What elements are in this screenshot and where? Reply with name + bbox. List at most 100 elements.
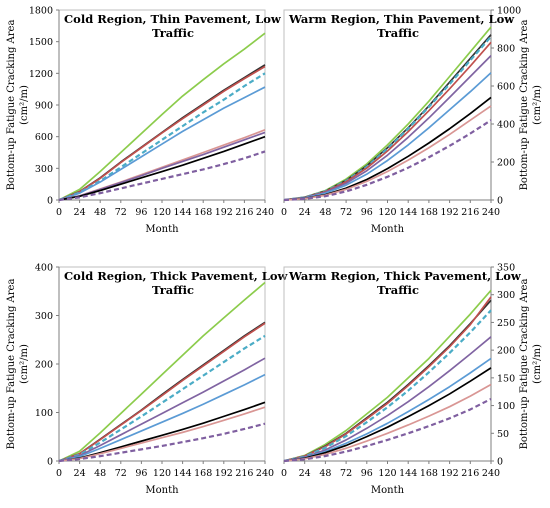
series-line (58, 322, 266, 462)
x-tick-label: 72 (115, 468, 127, 479)
chart-cold-thick: 0 24 48 72 96 120 144 168 192 216 240 0 100 200 300 400… (6, 263, 289, 497)
x-tick-label: 96 (135, 207, 147, 218)
series-line (283, 105, 492, 201)
y-axis-title: Bottom-up Fatigue Cracking Area (cm²/m) (519, 279, 543, 450)
x-tick-label: 144 (174, 468, 192, 479)
y-axis-title-line: (cm²/m) (532, 344, 543, 384)
x-tick-label: 0 (56, 207, 62, 218)
x-tick-label: 48 (94, 468, 106, 479)
y-tick-label: 400 (497, 120, 515, 131)
series-line (283, 119, 492, 202)
series-line (58, 131, 266, 201)
y-tick-label: 200 (35, 360, 53, 371)
x-tick-label: 96 (361, 207, 373, 218)
y-tick-label: 0 (497, 196, 503, 207)
series-line (58, 357, 266, 462)
x-tick-label: 192 (215, 207, 233, 218)
x-tick-label: 168 (420, 207, 438, 218)
x-tick-label: 72 (115, 207, 127, 218)
x-tick-label: 168 (194, 207, 212, 218)
y-tick-label: 800 (497, 44, 515, 55)
y-axis-title: Bottom-up Fatigue Cracking Area (cm²/m) (519, 20, 543, 191)
y-tick-label: 100 (497, 401, 515, 412)
y-tick-label: 0 (47, 196, 53, 207)
y-tick-label: 0 (497, 457, 503, 468)
series-line (283, 367, 492, 462)
chart-title-line: Warm Region, Thick Pavement, Low (288, 269, 522, 283)
y-tick-label: 150 (497, 373, 515, 384)
x-tick-label: 48 (319, 468, 331, 479)
y-axis-title-line: Bottom-up Fatigue Cracking Area (519, 20, 530, 191)
y-tick-label: 200 (497, 346, 515, 357)
x-tick-label: 0 (281, 207, 287, 218)
chart-title-line: Traffic (377, 26, 419, 40)
y-tick-label: 1800 (29, 6, 53, 17)
series-line (283, 309, 492, 463)
x-tick-label: 72 (340, 468, 352, 479)
y-axis-title-line: Bottom-up Fatigue Cracking Area (6, 279, 17, 450)
y-axis-title: Bottom-up Fatigue Cracking Area (cm²/m) (6, 20, 30, 191)
chart-title-line: Warm Region, Thin Pavement, Low (288, 12, 515, 26)
series-line (283, 289, 492, 462)
chart-warm-thick: 0 24 48 72 96 120 144 168 192 216 2400501001502002… (281, 263, 543, 497)
x-tick-label: 120 (153, 468, 171, 479)
chart-title-line: Traffic (377, 283, 419, 297)
x-tick-label: 192 (441, 207, 459, 218)
x-tick-label: 24 (299, 207, 311, 218)
y-tick-label: 0 (47, 457, 53, 468)
x-axis-title: Month (371, 485, 405, 496)
y-axis-title: Bottom-up Fatigue Cracking Area (cm²/m) (6, 279, 30, 450)
y-tick-label: 200 (497, 158, 515, 169)
x-tick-label: 72 (340, 207, 352, 218)
y-tick-label: 1000 (497, 6, 521, 17)
x-tick-label: 168 (420, 468, 438, 479)
x-axis-title: Month (145, 224, 179, 235)
x-axis-title: Month (371, 224, 405, 235)
x-tick-label: 168 (194, 468, 212, 479)
x-tick-label: 96 (361, 468, 373, 479)
series-line (283, 357, 492, 462)
y-tick-label: 300 (35, 311, 53, 322)
x-tick-label: 48 (319, 207, 331, 218)
x-tick-label: 120 (153, 207, 171, 218)
y-axis-title-line: (cm²/m) (19, 85, 30, 125)
y-tick-label: 1200 (29, 69, 53, 80)
x-tick-label: 144 (174, 207, 192, 218)
series-line (58, 406, 266, 462)
x-tick-label: 192 (441, 468, 459, 479)
series-line (58, 373, 266, 462)
x-axis-title: Month (145, 485, 179, 496)
y-tick-label: 100 (35, 408, 53, 419)
y-axis-title-line: Bottom-up Fatigue Cracking Area (6, 20, 17, 191)
x-tick-label: 0 (56, 468, 62, 479)
y-tick-label: 300 (497, 290, 515, 301)
x-tick-label: 120 (378, 207, 396, 218)
y-tick-label: 350 (497, 263, 515, 274)
x-tick-label: 240 (256, 468, 274, 479)
chart-title: Warm Region, Thick Pavement, Low Traffic (288, 269, 522, 297)
chart-title: Warm Region, Thin Pavement, Low Traffic (288, 12, 515, 40)
series-line (58, 334, 266, 463)
chart-warm-thin: 0 24 48 72 96 120 144 168 192 216 2400200400600800… (281, 6, 543, 236)
series-line (58, 135, 266, 201)
x-tick-label: 0 (281, 468, 287, 479)
chart-title: Cold Region, Thin Pavement, Low Traffic (64, 12, 282, 40)
y-tick-label: 1500 (29, 37, 53, 48)
x-tick-label: 120 (378, 468, 396, 479)
series-line (58, 150, 266, 202)
y-tick-label: 50 (497, 429, 509, 440)
y-axis-title-line: Bottom-up Fatigue Cracking Area (519, 279, 530, 450)
series-line (283, 26, 492, 201)
x-tick-label: 240 (482, 207, 500, 218)
series-line (58, 129, 266, 201)
y-tick-label: 900 (35, 101, 53, 112)
series-line (58, 86, 266, 201)
x-tick-label: 240 (256, 207, 274, 218)
y-tick-label: 400 (35, 263, 53, 274)
chart-title: Cold Region, Thick Pavement, Low Traffic (64, 269, 289, 297)
y-axis-title-line: (cm²/m) (532, 85, 543, 125)
series-line (58, 281, 266, 462)
x-tick-label: 144 (399, 207, 417, 218)
x-tick-label: 48 (94, 207, 106, 218)
